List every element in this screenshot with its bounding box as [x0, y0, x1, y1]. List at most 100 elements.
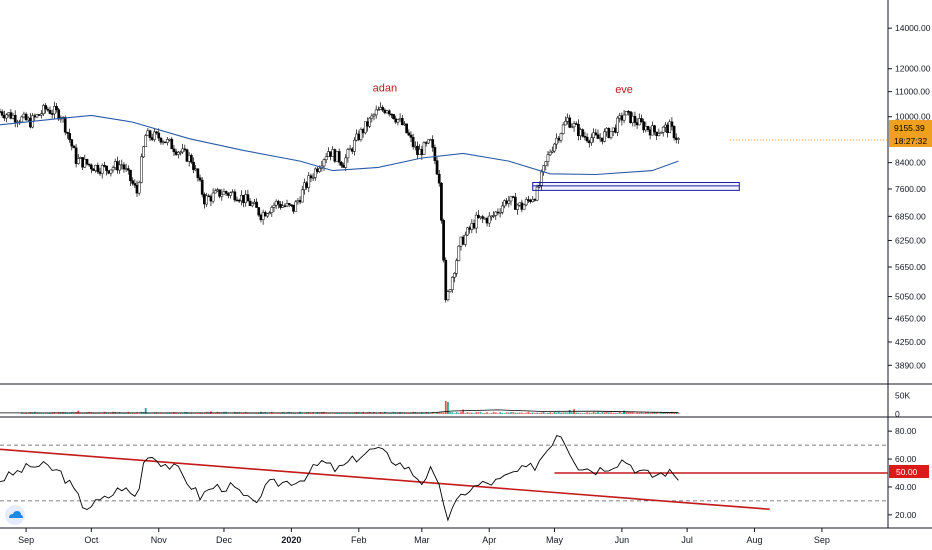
price-pane[interactable]: adan eve — [0, 83, 888, 303]
price-axis-tick-label: 10000.00 — [895, 112, 931, 122]
candle-body — [533, 199, 537, 201]
tradingview-cloud-icon[interactable] — [5, 505, 25, 525]
time-axis-tick-label: Mar — [414, 535, 430, 545]
candle-body — [33, 115, 37, 118]
price-candle — [444, 257, 448, 303]
volume-bar — [181, 412, 184, 414]
candle-body — [274, 200, 278, 206]
volume-bar — [555, 412, 558, 414]
volume-bar — [486, 412, 488, 414]
price-candle — [507, 196, 511, 208]
candle-body — [657, 133, 661, 136]
candle-body — [226, 193, 230, 196]
volume-bar — [599, 413, 602, 414]
price-candle — [555, 133, 559, 150]
price-candle — [463, 231, 467, 247]
price-candle — [431, 135, 435, 152]
candle-body — [546, 154, 550, 162]
candle-body — [442, 220, 445, 261]
price-candle — [370, 113, 374, 123]
candle-body — [379, 107, 382, 110]
price-candle — [176, 151, 180, 159]
volume-bar — [301, 413, 304, 414]
volume-bar — [214, 413, 217, 414]
price-candle — [609, 131, 613, 140]
candle-body — [287, 203, 291, 205]
candle-body — [209, 196, 213, 202]
chart-annotation-label: adan — [373, 83, 397, 95]
price-candle — [205, 193, 208, 207]
volume-bar — [488, 413, 491, 414]
candle-body — [148, 130, 152, 138]
volume-bar — [436, 412, 438, 414]
volume-bar — [192, 413, 195, 414]
candle-body — [87, 163, 91, 166]
candle-body — [622, 114, 626, 121]
price-candle — [46, 106, 50, 112]
volume-bar — [397, 412, 399, 414]
price-candle — [353, 137, 356, 156]
volume-bar — [123, 412, 125, 414]
volume-bar — [462, 409, 465, 414]
candle-body — [524, 199, 528, 206]
candle-body — [500, 205, 504, 213]
candle-body — [131, 180, 134, 184]
candle-body — [83, 158, 87, 168]
price-candle — [568, 114, 572, 129]
oscillator-axis-tick-label: 60.00 — [895, 454, 917, 464]
volume-bar — [370, 412, 373, 414]
candle-body — [607, 128, 611, 139]
candle-body — [624, 111, 628, 116]
price-candle — [448, 289, 452, 293]
volume-bar — [503, 413, 506, 414]
price-axis-tick-label: 7600.00 — [895, 184, 926, 194]
volume-bar — [292, 412, 295, 414]
volume-bar — [638, 412, 641, 414]
candle-body — [333, 149, 337, 162]
price-candle — [105, 165, 108, 176]
volume-bar — [340, 413, 343, 414]
candle-body — [435, 160, 439, 175]
support-zone-rectangle[interactable] — [532, 181, 740, 191]
volume-pane[interactable] — [0, 400, 680, 414]
candle-body — [487, 215, 491, 224]
time-axis-tick-label: Aug — [747, 535, 763, 545]
price-candle — [148, 129, 152, 142]
volume-bar — [151, 413, 154, 414]
volume-bar — [644, 412, 647, 414]
volume-bar — [677, 412, 680, 414]
volume-bar — [129, 412, 132, 414]
moving-average-line[interactable] — [0, 114, 679, 176]
candle-body — [348, 148, 352, 151]
candle-body — [203, 194, 206, 205]
volume-bar — [447, 402, 449, 414]
candle-body — [42, 105, 45, 114]
candle-body — [170, 138, 174, 150]
price-candle — [422, 141, 426, 156]
volume-bar — [68, 412, 71, 414]
candle-body — [268, 212, 271, 215]
countdown-label: 18:27:32 — [894, 136, 927, 146]
candle-body — [392, 114, 395, 119]
candle-body — [640, 118, 643, 122]
candle-body — [568, 117, 572, 128]
volume-bar — [497, 413, 499, 414]
volume-bar — [505, 412, 508, 414]
candle-body — [63, 117, 67, 133]
price-candle — [548, 149, 552, 157]
oscillator-trendline[interactable] — [0, 448, 770, 511]
candle-body — [187, 155, 191, 162]
price-candle — [544, 161, 548, 171]
price-candle — [70, 138, 74, 151]
time-axis-tick-label: 2020 — [281, 535, 301, 545]
price-candle — [481, 214, 485, 223]
candle-body — [190, 155, 193, 163]
price-candle — [287, 202, 291, 208]
time-axis-tick-label: Sep — [814, 535, 830, 545]
candle-body — [444, 259, 448, 301]
oscillator-pane[interactable] — [0, 435, 888, 522]
price-candle — [257, 206, 261, 217]
candle-body — [581, 129, 585, 137]
countdown-badge: 18:27:32 — [889, 134, 932, 147]
